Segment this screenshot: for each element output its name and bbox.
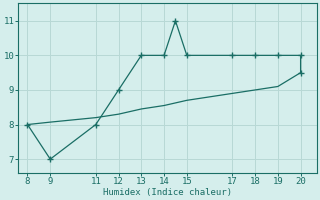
X-axis label: Humidex (Indice chaleur): Humidex (Indice chaleur): [103, 188, 232, 197]
